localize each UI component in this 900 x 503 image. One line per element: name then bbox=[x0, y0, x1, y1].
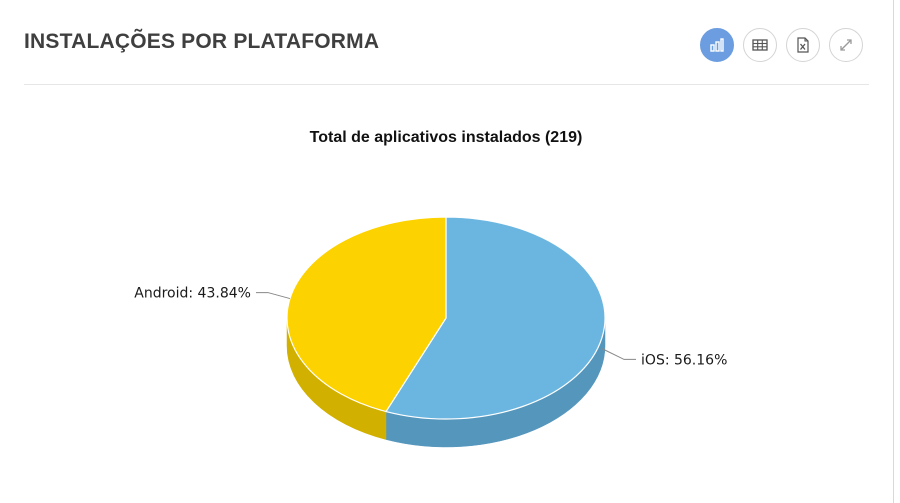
data-label-ios: iOS: 56.16% bbox=[641, 352, 727, 368]
bar-chart-icon bbox=[710, 38, 724, 52]
chart-toolbar bbox=[700, 28, 863, 62]
table-view-button[interactable] bbox=[743, 28, 777, 62]
pie-slice-ios[interactable] bbox=[385, 216, 606, 420]
table-icon bbox=[752, 39, 768, 51]
panel-title: INSTALAÇÕES POR PLATAFORMA bbox=[24, 30, 380, 53]
label-connector-android bbox=[255, 292, 291, 300]
excel-export-icon bbox=[797, 37, 809, 53]
label-connector-ios bbox=[601, 348, 637, 360]
pie-connectors bbox=[255, 292, 637, 360]
header-divider bbox=[24, 84, 869, 85]
chart-view-button[interactable] bbox=[700, 28, 734, 62]
excel-export-button[interactable] bbox=[786, 28, 820, 62]
panel-edge bbox=[893, 0, 894, 503]
expand-button[interactable] bbox=[829, 28, 863, 62]
pie-tops bbox=[286, 216, 606, 420]
pie-labels: iOS: 56.16% Android: 43.84% bbox=[134, 286, 727, 369]
expand-icon bbox=[840, 39, 852, 51]
data-label-android: Android: 43.84% bbox=[134, 286, 251, 302]
chart-title: Total de aplicativos instalados (219) bbox=[310, 129, 583, 146]
